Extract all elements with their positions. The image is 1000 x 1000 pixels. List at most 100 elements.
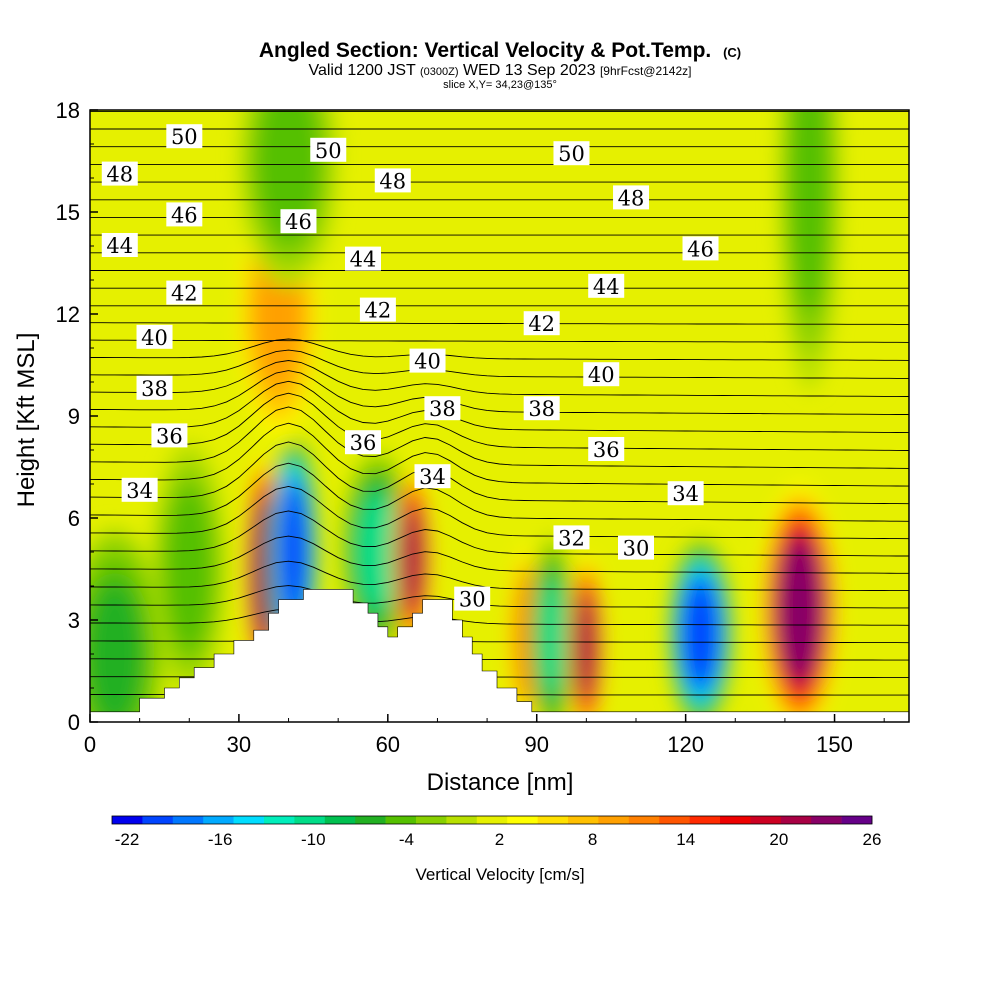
isentrope-label: 50 <box>310 137 347 163</box>
valid-prefix: Valid 1200 JST <box>308 62 416 79</box>
isentrope-label-text: 42 <box>528 312 555 336</box>
isentrope-label: 48 <box>101 161 138 187</box>
isentrope-label-text: 32 <box>558 526 585 550</box>
x-tick-label: 90 <box>524 732 548 757</box>
isentrope-label: 40 <box>136 324 173 350</box>
isentrope-label-text: 40 <box>414 350 441 374</box>
isentrope-label: 38 <box>523 396 560 421</box>
isentrope-label-text: 42 <box>171 282 198 306</box>
isentrope-line <box>90 485 909 540</box>
y-tick-label: 18 <box>56 98 80 123</box>
colorbar-tick-label: 2 <box>495 830 504 849</box>
slice-info: slice X,Y= 34,23@135° <box>443 79 557 91</box>
isentrope-label-text: 46 <box>285 210 312 234</box>
colorbar-tick-label: -4 <box>399 830 414 849</box>
colorbar-tick-label: 26 <box>863 830 882 849</box>
isentrope-label-text: 34 <box>419 465 446 489</box>
isentrope-label-text: 48 <box>106 163 133 187</box>
isentrope-label-text: 44 <box>106 234 133 258</box>
isentrope-label: 46 <box>682 236 719 261</box>
colorbar-swatch <box>659 816 690 824</box>
colorbar-swatch <box>112 816 143 824</box>
colorbar-swatch <box>507 816 538 824</box>
isentrope-label: 30 <box>618 535 654 561</box>
isentrope-label: 50 <box>166 124 203 149</box>
isentrope-label-text: 34 <box>672 482 699 506</box>
isentrope-label-text: 34 <box>126 479 153 503</box>
isentrope-line <box>90 422 909 487</box>
x-axis-label: Distance [nm] <box>427 769 574 796</box>
isentrope-label: 38 <box>136 375 173 401</box>
isentrope-label: 34 <box>667 481 704 506</box>
isentrope-label-text: 48 <box>618 186 645 210</box>
x-tick-label: 60 <box>376 732 400 757</box>
colorbar-swatch <box>385 816 417 824</box>
y-tick-label: 0 <box>68 710 80 735</box>
isentrope-line <box>90 560 909 592</box>
isentrope-label: 36 <box>151 423 188 448</box>
colorbar-swatch <box>324 816 356 824</box>
colorbar-label: Vertical Velocity [cm/s] <box>415 865 584 884</box>
forecast-info: [9hrFcst@2142z] <box>600 64 692 78</box>
colorbar-swatch <box>598 816 630 824</box>
colorbar-swatch <box>750 816 782 824</box>
isentrope-line <box>90 339 909 343</box>
isentrope-label-text: 30 <box>623 537 650 561</box>
isentrope-label: 44 <box>101 233 138 258</box>
y-tick-label: 9 <box>68 404 80 429</box>
velocity-cell <box>538 579 565 695</box>
isentrope-label: 40 <box>583 362 620 387</box>
isentrope-line <box>90 510 909 557</box>
isentrope-line <box>90 360 909 397</box>
colorbar-swatch <box>355 816 386 824</box>
isentrope-label: 48 <box>374 168 411 193</box>
colorbar-swatch <box>172 816 204 824</box>
isentrope-line <box>90 640 909 644</box>
isentrope-line <box>90 392 909 451</box>
valid-utc: (0300Z) <box>420 66 459 78</box>
isentrope-label-text: 44 <box>593 275 620 299</box>
isentrope-line <box>90 380 909 434</box>
colorbar-tick-label: 14 <box>676 830 695 849</box>
x-tick-label: 120 <box>667 732 704 757</box>
isentrope-label-text: 46 <box>687 237 714 261</box>
isentrope-label-text: 40 <box>588 363 615 387</box>
velocity-cell <box>90 581 143 722</box>
y-axis-label: Height [Kft MSL] <box>13 333 40 508</box>
isentrope-label-text: 50 <box>558 142 585 166</box>
isentrope-label: 42 <box>166 280 203 306</box>
velocity-cell <box>401 505 424 612</box>
isentrope-line <box>90 349 909 379</box>
colorbar-swatch <box>416 816 447 824</box>
colorbar: -22 -16 -10 -4 2 8 14 20 26 <box>111 815 882 849</box>
velocity-cell <box>575 594 597 701</box>
y-tick-label: 6 <box>68 506 80 531</box>
colorbar-swatch <box>628 816 660 824</box>
isentrope-label: 44 <box>345 246 381 272</box>
velocity-cell <box>356 494 399 610</box>
colorbar-swatch <box>537 816 569 824</box>
isentrope-label: 42 <box>359 297 396 323</box>
terrain <box>90 589 909 722</box>
chart-title: Angled Section: Vertical Velocity & Pot.… <box>259 39 741 62</box>
colorbar-swatch <box>720 816 751 824</box>
isentrope-line <box>90 322 909 325</box>
isentrope-labels: 50 50 50 48 48 48 46 46 46 44 44 44 42 42 42 40 40 40 38 38… <box>101 124 719 612</box>
isentrope-label: 46 <box>166 202 203 227</box>
isentrope-line <box>90 406 909 469</box>
x-tick-label: 0 <box>84 732 96 757</box>
isentrope-label-text: 38 <box>141 377 168 401</box>
colorbar-swatch <box>142 816 174 824</box>
isentrope-label-text: 38 <box>429 397 456 421</box>
colorbar-swatch <box>568 816 599 824</box>
y-tick-label: 12 <box>56 302 80 327</box>
isentrope-label: 42 <box>523 311 560 336</box>
isentrope-line <box>90 462 909 522</box>
isentrope-label-text: 50 <box>171 125 198 149</box>
isentrope-label: 32 <box>553 525 590 550</box>
isentrope-line <box>90 608 909 626</box>
y-axis: 0 3 6 9 12 15 18 <box>56 98 98 735</box>
colorbar-tick-label: -16 <box>208 830 233 849</box>
colorbar-tick-label: -22 <box>115 830 140 849</box>
